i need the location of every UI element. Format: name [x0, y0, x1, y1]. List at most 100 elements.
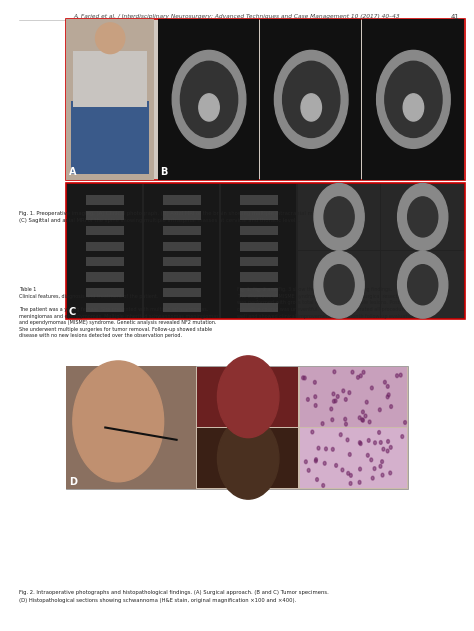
Bar — [86, 273, 124, 281]
Circle shape — [408, 197, 438, 237]
Circle shape — [313, 380, 316, 384]
Circle shape — [358, 440, 361, 444]
Circle shape — [331, 447, 334, 451]
Text: C: C — [69, 307, 76, 317]
Text: D: D — [69, 477, 77, 487]
Circle shape — [342, 389, 345, 392]
Circle shape — [314, 251, 364, 318]
Text: Fig. 1. Preoperative imaging. (A) Clinical photograph. (B) Axial MRI of the brai: Fig. 1. Preoperative imaging. (A) Clinic… — [19, 211, 329, 216]
FancyBboxPatch shape — [66, 183, 465, 319]
Circle shape — [314, 184, 364, 251]
Bar — [163, 257, 201, 266]
Circle shape — [379, 440, 382, 444]
Circle shape — [346, 438, 349, 442]
Circle shape — [317, 446, 320, 450]
Circle shape — [359, 442, 362, 445]
Circle shape — [358, 480, 361, 484]
Circle shape — [341, 468, 344, 472]
Circle shape — [325, 447, 328, 451]
Circle shape — [73, 361, 164, 482]
Circle shape — [398, 251, 448, 318]
Circle shape — [314, 395, 317, 399]
Bar — [301, 367, 407, 427]
Circle shape — [339, 433, 342, 437]
Circle shape — [398, 184, 448, 251]
Text: B: B — [160, 167, 168, 177]
Bar — [298, 251, 380, 318]
Circle shape — [344, 398, 347, 401]
Circle shape — [344, 417, 346, 421]
Text: Fig. 2. Intraoperative photographs and histopathological findings. (A) Surgical : Fig. 2. Intraoperative photographs and h… — [19, 590, 328, 595]
Bar — [86, 288, 124, 297]
Circle shape — [349, 473, 352, 477]
Circle shape — [370, 458, 373, 462]
Bar — [163, 303, 201, 312]
Circle shape — [218, 356, 279, 438]
Bar — [86, 211, 124, 220]
Circle shape — [181, 61, 237, 138]
Bar — [144, 184, 219, 318]
Bar — [73, 51, 147, 107]
Circle shape — [283, 61, 340, 138]
FancyBboxPatch shape — [66, 366, 408, 489]
Bar — [158, 19, 259, 180]
Circle shape — [348, 391, 351, 394]
Bar — [239, 196, 278, 204]
Bar — [239, 242, 278, 251]
Circle shape — [374, 441, 376, 445]
Circle shape — [379, 464, 382, 468]
Bar — [163, 211, 201, 220]
Circle shape — [348, 452, 351, 456]
Bar — [362, 19, 464, 180]
FancyBboxPatch shape — [66, 19, 154, 180]
Circle shape — [396, 374, 399, 377]
Circle shape — [386, 395, 389, 399]
Circle shape — [389, 471, 392, 475]
Circle shape — [349, 481, 352, 485]
Bar — [197, 428, 299, 488]
Circle shape — [378, 430, 381, 434]
Circle shape — [381, 473, 384, 477]
Circle shape — [368, 420, 371, 424]
Circle shape — [366, 454, 369, 457]
Circle shape — [336, 394, 339, 398]
Text: (C) Sagittal and axial MRI of the spine showing multiple intraspinal masses at c: (C) Sagittal and axial MRI of the spine … — [19, 218, 300, 223]
Circle shape — [301, 94, 321, 121]
Ellipse shape — [95, 22, 126, 54]
Circle shape — [386, 449, 389, 453]
Bar — [66, 366, 196, 489]
Circle shape — [303, 376, 306, 380]
Circle shape — [311, 430, 314, 434]
Bar — [163, 196, 201, 204]
Circle shape — [347, 471, 350, 475]
Circle shape — [356, 375, 359, 379]
Bar — [239, 257, 278, 266]
Bar — [221, 184, 296, 318]
Bar — [239, 226, 278, 235]
Circle shape — [274, 50, 348, 148]
Circle shape — [387, 393, 390, 397]
Circle shape — [365, 400, 368, 404]
Circle shape — [218, 417, 279, 499]
Circle shape — [378, 408, 381, 411]
Bar — [382, 184, 464, 250]
Circle shape — [301, 376, 304, 380]
Bar — [239, 303, 278, 312]
Bar — [71, 101, 149, 174]
Circle shape — [307, 468, 310, 472]
Circle shape — [387, 440, 390, 444]
Bar — [239, 273, 278, 281]
Circle shape — [385, 61, 442, 138]
Bar — [239, 211, 278, 220]
Bar — [86, 196, 124, 204]
Circle shape — [335, 464, 337, 468]
Circle shape — [334, 399, 337, 403]
Circle shape — [367, 439, 370, 442]
Circle shape — [362, 370, 365, 374]
Circle shape — [331, 418, 334, 422]
Bar — [382, 251, 464, 318]
Circle shape — [373, 467, 376, 471]
Circle shape — [172, 50, 246, 148]
Circle shape — [371, 476, 374, 480]
Bar — [86, 226, 124, 235]
